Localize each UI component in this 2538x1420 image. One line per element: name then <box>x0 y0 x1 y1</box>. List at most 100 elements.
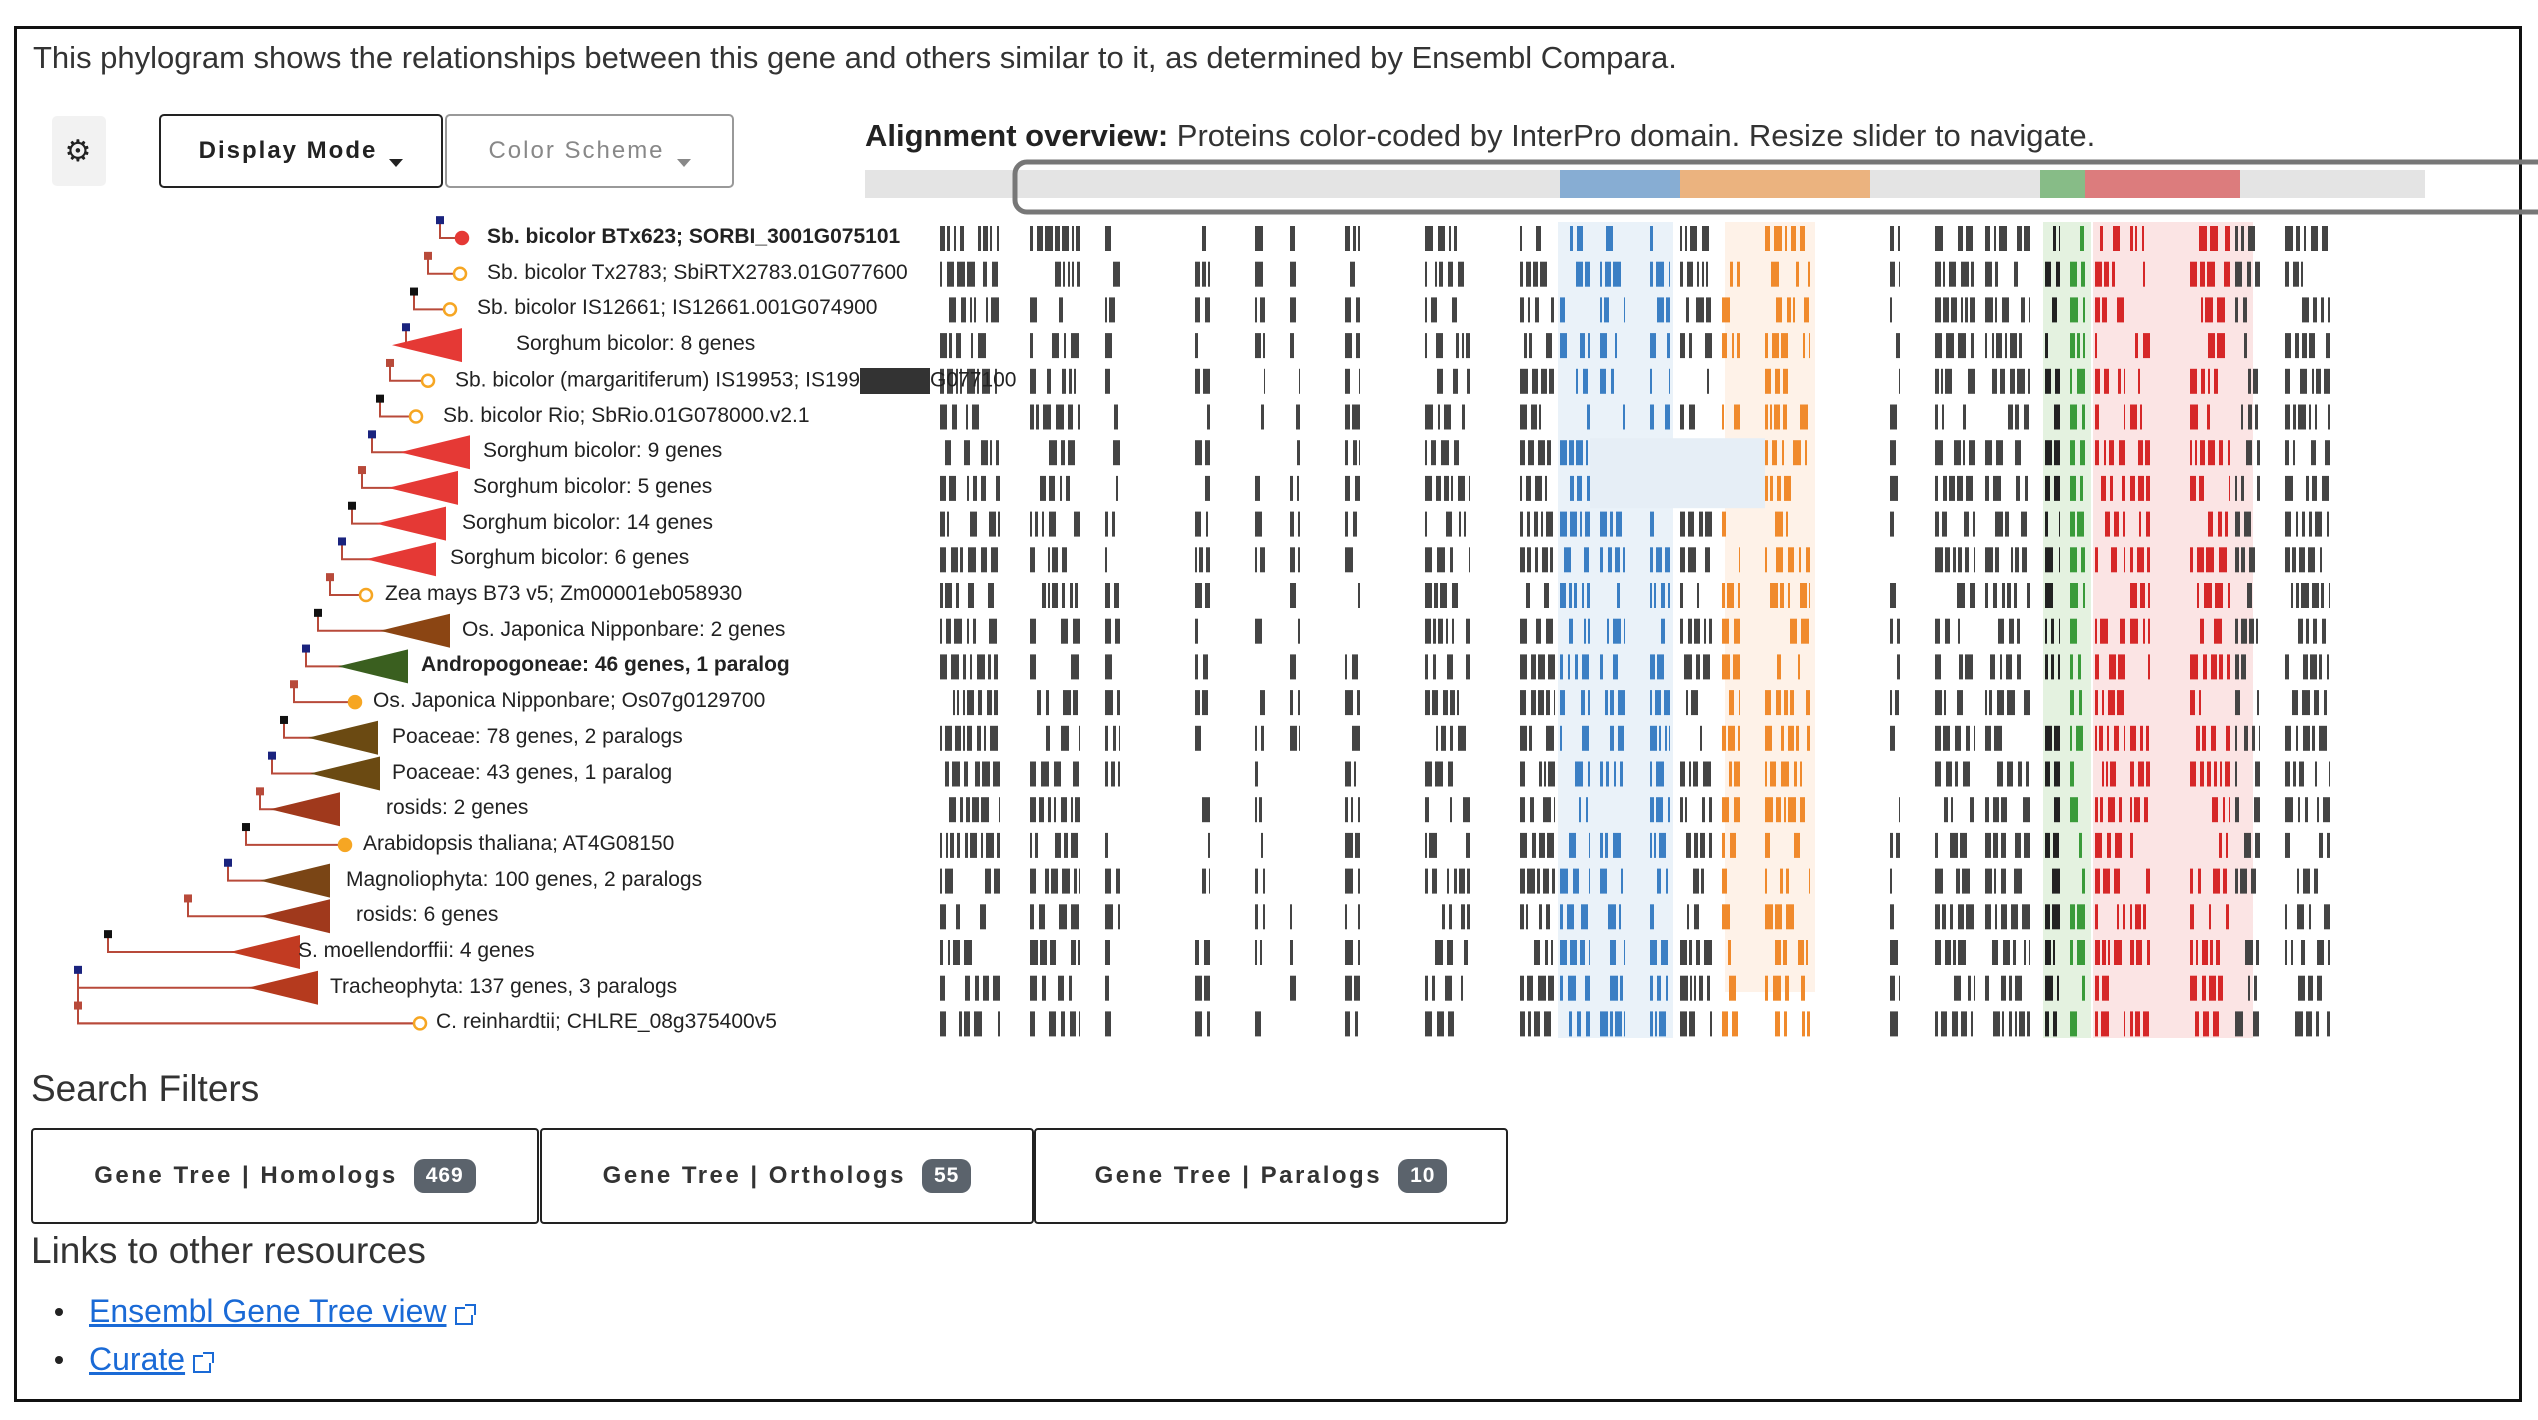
alignment-segment <box>1425 1011 1432 1037</box>
alignment-segment <box>964 761 968 787</box>
display-mode-dropdown[interactable]: Display Mode <box>159 114 443 188</box>
alignment-segment <box>1788 547 1794 573</box>
tree-leaf-label[interactable]: C. reinhardtii; CHLRE_08g375400v5 <box>436 1010 777 1034</box>
ensembl-gene-tree-link[interactable]: Ensembl Gene Tree view <box>89 1293 447 1329</box>
color-scheme-dropdown[interactable]: Color Scheme <box>445 114 734 188</box>
alignment-segment <box>967 618 969 644</box>
alignment-segment <box>1666 975 1668 1001</box>
tree-leaf-label[interactable]: Sorghum bicolor: 9 genes <box>483 439 723 463</box>
tree-leaf-label[interactable]: rosids: 2 genes <box>386 796 529 820</box>
alignment-segment <box>2080 475 2083 501</box>
alignment-segment <box>2140 725 2143 751</box>
alignment-segment <box>1345 475 1350 501</box>
homologs-filter-button[interactable]: Gene Tree | Homologs 469 <box>31 1128 539 1224</box>
alignment-segment <box>1429 832 1437 858</box>
overview-domain <box>1680 170 1870 198</box>
alignment-segment <box>1650 761 1652 787</box>
tree-leaf-label[interactable]: Sorghum bicolor: 6 genes <box>450 546 690 570</box>
tree-leaf-label[interactable]: Zea mays B73 v5; Zm00001eb058930 <box>385 582 743 605</box>
curate-link[interactable]: Curate <box>89 1341 186 1377</box>
tree-leaf-label[interactable]: S. moellendorffii: 4 genes <box>298 939 535 962</box>
alignment-segment <box>1656 261 1664 287</box>
alignment-segment <box>1520 297 1524 323</box>
alignment-segment <box>1425 226 1433 251</box>
tree-leaf-label[interactable]: Arabidopsis thaliana; AT4G08150 <box>363 831 675 855</box>
alignment-segment <box>1450 797 1452 823</box>
alignment-segment <box>1784 797 1786 823</box>
alignment-segment <box>2099 725 2103 751</box>
alignment-segment <box>1588 618 1590 644</box>
tree-leaf-label[interactable]: Os. Japonica Nipponbare: 2 genes <box>462 617 786 641</box>
alignment-segment <box>1722 583 1725 608</box>
orthologs-filter-button[interactable]: Gene Tree | Orthologs 55 <box>540 1128 1034 1224</box>
alignment-segment <box>1358 940 1360 965</box>
alignment-segment <box>1995 547 1999 573</box>
alignment-segment <box>2244 511 2251 537</box>
alignment-segment <box>1765 690 1771 716</box>
tree-leaf-label[interactable]: Sb. bicolor BTx623; SORBI_3001G075101 <box>487 225 901 248</box>
alignment-segment <box>1890 725 1895 751</box>
alignment-segment <box>1604 297 1609 323</box>
alignment-segment <box>2254 797 2260 823</box>
alignment-segment <box>964 440 970 466</box>
tree-leaf-label[interactable]: Tracheophyta: 137 genes, 3 paralogs <box>330 974 678 998</box>
alignment-segment <box>2298 975 2305 1001</box>
tree-leaf-label[interactable]: Sb. bicolor Tx2783; SbiRTX2783.01G077600 <box>487 260 908 284</box>
tree-leaf-label[interactable]: Sb. bicolor IS12661; IS12661.001G074900 <box>477 296 878 320</box>
alignment-segment <box>1650 904 1654 930</box>
settings-button[interactable]: ⚙ <box>52 116 106 186</box>
tree-leaf-label[interactable]: Sb. bicolor Rio; SbRio.01G078000.v2.1 <box>443 403 810 427</box>
alignment-segment <box>2240 868 2247 894</box>
alignment-segment <box>2219 654 2223 680</box>
alignment-segment <box>951 547 958 573</box>
alignment-segment <box>1030 975 1037 1001</box>
alignment-segment <box>1195 618 1198 644</box>
alignment-segment <box>970 297 972 323</box>
alignment-segment <box>2311 440 2316 466</box>
alignment-segment <box>2117 297 2124 323</box>
alignment-segment <box>1806 547 1810 573</box>
alignment-segment <box>2102 975 2109 1001</box>
tree-leaf-label[interactable]: Magnoliophyta: 100 genes, 2 paralogs <box>346 867 703 891</box>
alignment-segment <box>2211 654 2217 680</box>
alignment-segment <box>2021 297 2025 323</box>
alignment-segment <box>2248 368 2251 394</box>
alignment-segment <box>2095 797 2098 823</box>
alignment-segment <box>1935 511 1939 537</box>
alignment-segment <box>1255 868 1258 894</box>
alignment-segment <box>1524 333 1527 359</box>
alignment-segment <box>1527 511 1530 537</box>
alignment-segment <box>2310 654 2317 680</box>
alignment-segment <box>1613 618 1621 644</box>
alignment-segment <box>974 297 976 323</box>
alignment-segment <box>994 690 998 716</box>
tree-leaf-label[interactable]: Os. Japonica Nipponbare; Os07g0129700 <box>373 689 766 713</box>
alignment-segment <box>2199 690 2201 716</box>
alignment-segment <box>972 797 979 823</box>
tree-leaf-label[interactable]: Poaceae: 78 genes, 2 paralogs <box>392 724 683 748</box>
alignment-segment <box>1703 761 1711 787</box>
paralogs-filter-button[interactable]: Gene Tree | Paralogs 10 <box>1034 1128 1508 1224</box>
alignment-segment <box>2312 725 2315 751</box>
alignment-segment <box>2255 261 2260 287</box>
alignment-segment <box>1105 511 1108 537</box>
alignment-segment <box>1358 226 1360 251</box>
tree-leaf-label[interactable]: Sorghum bicolor: 14 genes <box>462 510 713 534</box>
alignment-segment <box>2235 297 2238 323</box>
tree-leaf-label[interactable]: rosids: 6 genes <box>356 903 499 927</box>
alignment-segment <box>1576 368 1578 394</box>
alignment-segment <box>1520 975 1524 1001</box>
alignment-segment <box>2190 761 2196 787</box>
alignment-segment <box>1435 940 1443 965</box>
tree-leaf-label[interactable]: Sorghum bicolor: 8 genes <box>516 332 756 356</box>
alignment-segment <box>1459 868 1465 894</box>
alignment-segment <box>1061 618 1068 644</box>
alignment-segment <box>2095 333 2097 359</box>
tree-leaf-label[interactable]: Sb. bicolor (margaritiferum) IS19953; IS… <box>455 367 1016 394</box>
tree-leaf-label[interactable]: Poaceae: 43 genes, 1 paralog <box>392 760 673 784</box>
tree-leaf-label[interactable]: Sorghum bicolor: 5 genes <box>473 474 713 498</box>
tree-leaf-label[interactable]: Andropogoneae: 46 genes, 1 paralog <box>421 653 790 677</box>
alignment-segment <box>1037 690 1041 716</box>
alignment-segment <box>1450 690 1455 716</box>
alignment-segment <box>2095 725 2097 751</box>
